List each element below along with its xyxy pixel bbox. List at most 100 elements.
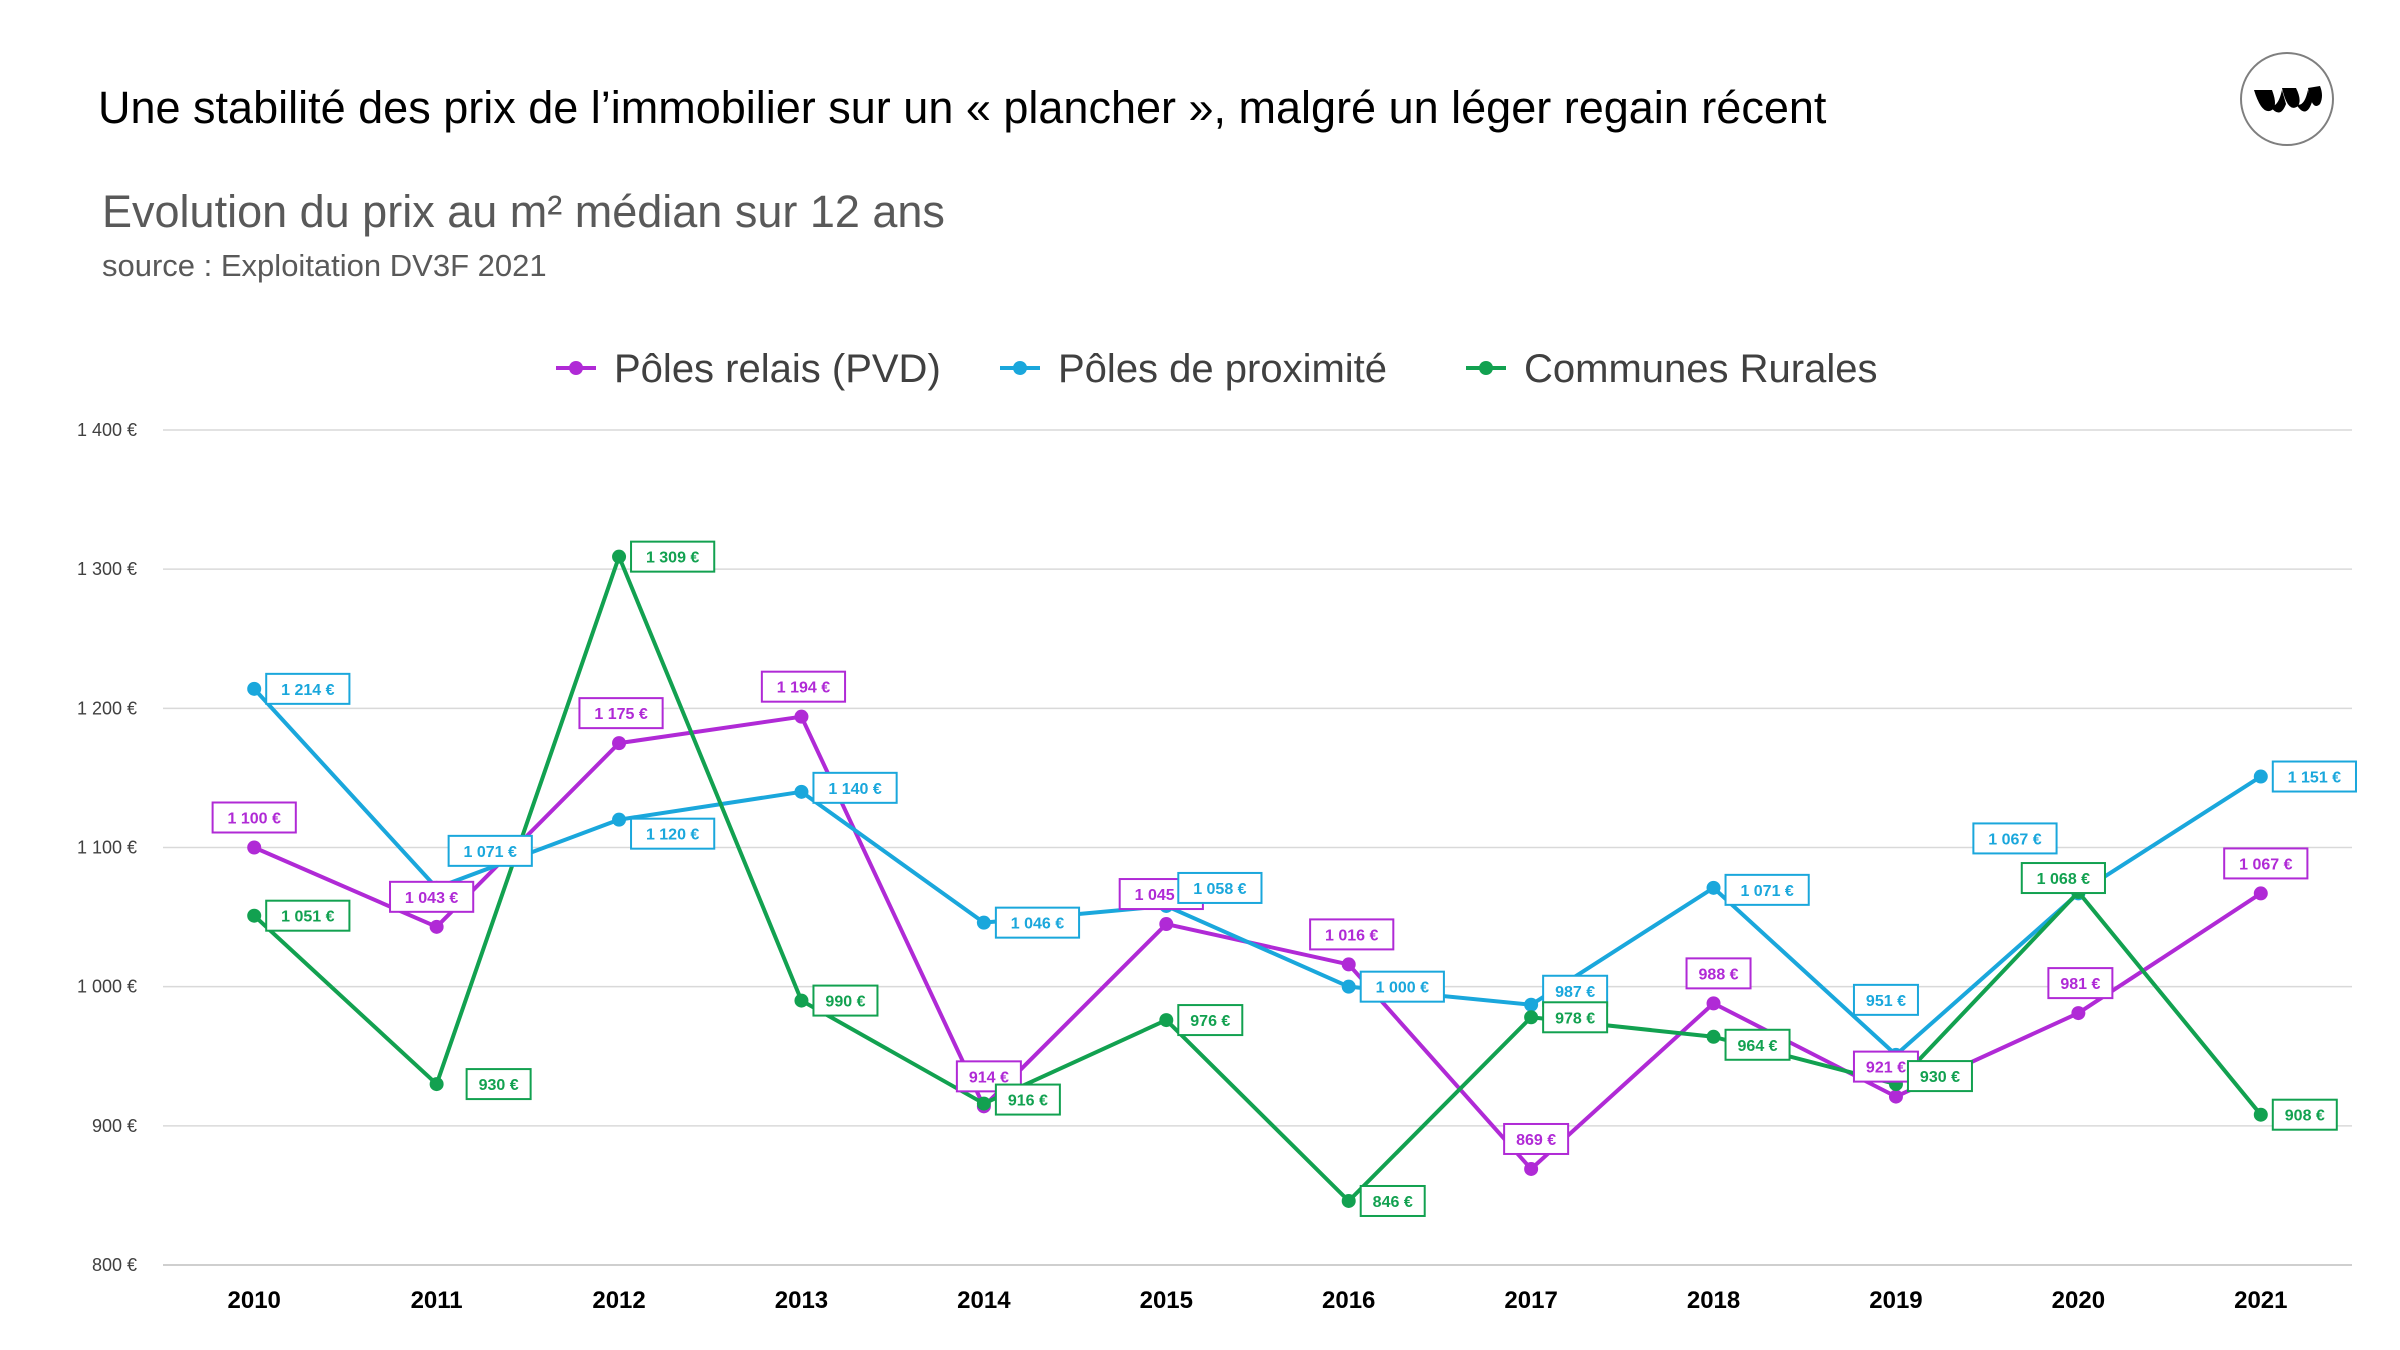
data-label-text: 1 071 € — [464, 844, 517, 861]
data-label-text: 951 € — [1866, 993, 1906, 1010]
data-label: 869 € — [1503, 1122, 1570, 1155]
x-tick-label: 2016 — [1322, 1287, 1375, 1314]
data-label-text: 981 € — [2060, 976, 2100, 993]
data-point — [1159, 917, 1174, 932]
data-label-text: 846 € — [1373, 1194, 1413, 1211]
data-label-text: 1 058 € — [1193, 881, 1246, 898]
data-label-box — [465, 1068, 532, 1101]
data-point — [2253, 769, 2268, 784]
series-line — [252, 554, 2263, 1203]
data-label-text: 976 € — [1190, 1013, 1230, 1030]
data-label-text: 1 000 € — [1376, 980, 1429, 997]
y-tick-label: 900 € — [92, 1116, 137, 1136]
data-point — [1706, 1029, 1721, 1044]
data-label-box — [447, 834, 533, 867]
data-label: 964 € — [1724, 1028, 1791, 1061]
data-point — [1706, 996, 1721, 1011]
data-point — [1524, 1010, 1539, 1025]
data-label-text: 1 067 € — [2239, 856, 2292, 873]
data-label: 988 € — [1685, 957, 1752, 990]
data-point — [976, 915, 991, 930]
data-label-box — [1359, 1184, 1426, 1217]
data-label-box — [1503, 1122, 1570, 1155]
legend: Pôles relais (PVD) Pôles de proximité Comm… — [556, 347, 1877, 391]
x-tick-label: 2015 — [1140, 1287, 1193, 1314]
data-label-text: 916 € — [1008, 1093, 1048, 1110]
data-label-text: 1 214 € — [281, 682, 334, 699]
series-line — [252, 687, 2262, 1057]
data-label-box — [389, 880, 475, 913]
data-label-text: 1 100 € — [228, 811, 281, 828]
data-label-text: 1 051 € — [281, 909, 334, 926]
x-tick-label: 2010 — [228, 1287, 281, 1314]
legend-label: Pôles de proximité — [1058, 347, 1387, 391]
legend-item: Communes Rurales — [1466, 347, 1877, 391]
chart-source: source : Exploitation DV3F 2021 — [102, 248, 547, 283]
data-point — [1706, 880, 1721, 895]
data-point — [2253, 1107, 2268, 1122]
data-label: 1 140 € — [812, 771, 898, 804]
data-label-box — [2271, 760, 2357, 793]
legend-label: Pôles relais (PVD) — [614, 347, 941, 391]
data-label: 1 071 € — [1724, 873, 1810, 906]
data-label: 1 043 € — [389, 880, 475, 913]
data-point — [976, 1096, 991, 1111]
data-label-text: 1 043 € — [405, 890, 458, 907]
x-tick-label: 2011 — [411, 1287, 463, 1314]
data-label: 1 175 € — [578, 697, 664, 730]
data-point — [429, 1077, 444, 1092]
legend-swatch-marker — [569, 361, 583, 375]
data-label: 990 € — [812, 984, 879, 1017]
data-label-text: 1 120 € — [646, 827, 699, 844]
x-tick-label: 2013 — [775, 1287, 828, 1314]
data-label: 1 058 € — [1177, 871, 1263, 904]
data-label-box — [1972, 822, 2058, 855]
data-label-text: 1 071 € — [1740, 883, 1793, 900]
data-label: 1 194 € — [760, 670, 847, 703]
x-tick-label: 2019 — [1869, 1287, 1922, 1314]
data-label-box — [1685, 957, 1752, 990]
data-label-text: 987 € — [1555, 984, 1595, 1001]
data-point — [1341, 1193, 1356, 1208]
data-label-text: 1 045 € — [1135, 887, 1188, 904]
data-point — [1524, 997, 1539, 1012]
data-label-text: 869 € — [1516, 1132, 1556, 1149]
data-point — [1159, 1013, 1174, 1028]
legend-label: Communes Rurales — [1524, 347, 1877, 391]
data-label: 1 067 € — [2223, 847, 2309, 880]
data-label: 1 151 € — [2271, 760, 2357, 793]
x-tick-label: 2014 — [957, 1287, 1011, 1314]
data-label-box — [2271, 1098, 2338, 1131]
data-point — [794, 993, 809, 1008]
data-label-box — [2020, 862, 2106, 895]
data-label-text: 1 194 € — [777, 680, 830, 697]
data-label: 1 068 € — [2020, 862, 2106, 895]
data-label-text: 1 067 € — [1988, 831, 2041, 848]
data-label-box — [812, 984, 879, 1017]
data-point — [1888, 1089, 1903, 1104]
data-label: 1 000 € — [1359, 970, 1445, 1003]
x-tick-label: 2018 — [1687, 1287, 1740, 1314]
data-labels: 1 100 € 1 043 € 1 175 € 1 194 € 914 € 1 045 €… — [211, 540, 2357, 1217]
data-label-text: 1 175 € — [594, 706, 647, 723]
data-point — [612, 736, 627, 751]
data-point — [794, 709, 809, 724]
y-tick-label: 1 400 € — [77, 420, 137, 440]
data-label-text: 978 € — [1555, 1010, 1595, 1027]
data-label-box — [1724, 1028, 1791, 1061]
y-tick-label: 1 100 € — [77, 838, 137, 858]
data-label-box — [265, 899, 351, 932]
x-tick-label: 2017 — [1504, 1287, 1557, 1314]
chart-title: Evolution du prix au m² médian sur 12 an… — [102, 186, 945, 237]
data-point — [612, 549, 627, 564]
data-label-text: 914 € — [969, 1069, 1009, 1086]
data-label-box — [1542, 1001, 1609, 1034]
data-label-box — [812, 771, 898, 804]
axes: 800 € 900 € 1 000 € 1 100 € 1 200 € 1 300 € 1 … — [77, 420, 2288, 1314]
data-label-box — [578, 697, 664, 730]
data-label-box — [1359, 970, 1445, 1003]
data-point — [1341, 979, 1356, 994]
legend-swatch-marker — [1479, 361, 1493, 375]
data-label-text: 1 309 € — [646, 550, 699, 567]
